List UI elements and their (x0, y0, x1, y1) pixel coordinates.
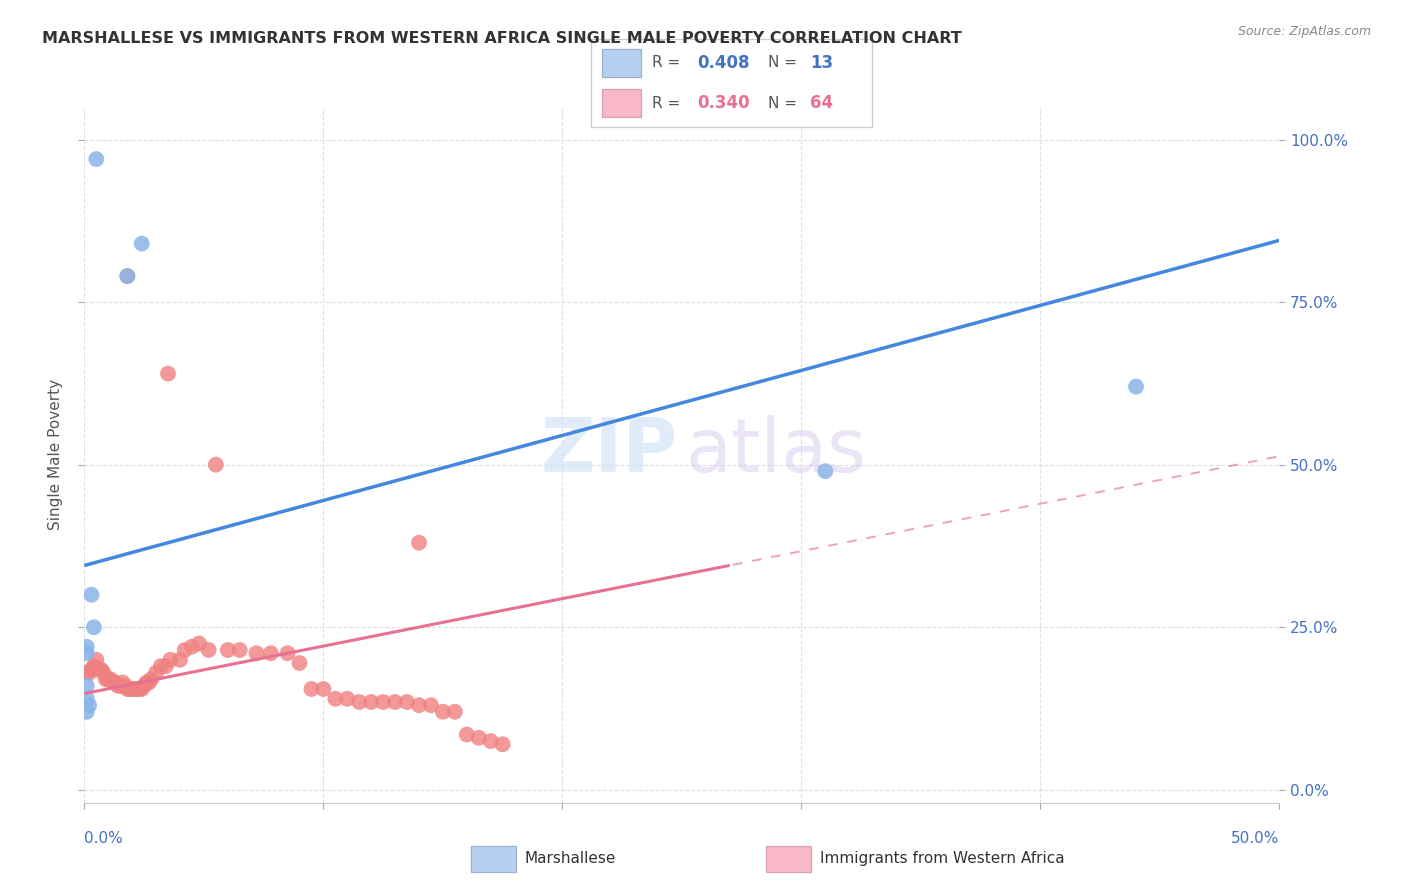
Point (138, 675, 160, 690)
Text: MARSHALLESE VS IMMIGRANTS FROM WESTERN AFRICA SINGLE MALE POVERTY CORRELATION CH: MARSHALLESE VS IMMIGRANTS FROM WESTERN A… (42, 31, 962, 46)
Y-axis label: Single Male Poverty: Single Male Poverty (48, 379, 63, 531)
Text: ZIP: ZIP (541, 415, 678, 488)
Point (83, 620, 105, 634)
Point (145, 665, 167, 680)
Point (111, 675, 134, 690)
Point (131, 236, 153, 251)
Point (77, 698, 100, 713)
Point (125, 681, 148, 696)
Point (396, 695, 419, 709)
Point (155, 659, 177, 673)
Point (97, 672, 120, 686)
Point (159, 653, 181, 667)
Text: 0.0%: 0.0% (84, 831, 124, 846)
Point (131, 681, 153, 696)
Point (101, 675, 124, 690)
Text: R =: R = (652, 55, 681, 70)
Text: 50.0%: 50.0% (1232, 831, 1279, 846)
Point (444, 705, 467, 719)
Point (86, 152, 108, 166)
Text: Marshallese: Marshallese (524, 852, 616, 866)
Point (77, 665, 100, 680)
Point (76, 705, 98, 719)
Point (336, 691, 359, 706)
Point (384, 695, 406, 709)
Point (107, 679, 129, 693)
Point (141, 672, 163, 686)
Text: N =: N = (768, 95, 797, 111)
Point (197, 643, 219, 657)
Point (117, 681, 139, 696)
Point (456, 727, 478, 741)
Point (288, 656, 311, 670)
Point (76, 665, 98, 680)
Text: Immigrants from Western Africa: Immigrants from Western Africa (820, 852, 1064, 866)
Text: 0.340: 0.340 (697, 94, 749, 112)
Point (132, 679, 156, 693)
Point (479, 734, 502, 748)
Point (93, 665, 115, 680)
Point (117, 269, 139, 284)
Point (814, 464, 837, 478)
Point (110, 679, 132, 693)
Point (260, 646, 283, 660)
Point (114, 679, 136, 693)
Point (121, 681, 143, 696)
Text: Source: ZipAtlas.com: Source: ZipAtlas.com (1237, 25, 1371, 38)
Point (169, 653, 191, 667)
Point (118, 681, 141, 696)
Point (149, 659, 172, 673)
Text: 64: 64 (810, 94, 832, 112)
Text: 13: 13 (810, 54, 832, 72)
Point (76, 640, 98, 654)
Point (128, 681, 150, 696)
Point (86, 653, 108, 667)
Point (180, 640, 202, 654)
Text: N =: N = (768, 55, 797, 70)
Point (76, 679, 98, 693)
Point (157, 367, 180, 381)
Text: atlas: atlas (686, 415, 866, 488)
Point (371, 695, 394, 709)
Point (76, 646, 98, 660)
Bar (602, 49, 641, 77)
Point (188, 636, 211, 650)
Point (90, 663, 112, 677)
Point (117, 269, 139, 284)
Point (228, 643, 252, 657)
Point (83, 659, 105, 673)
Point (80, 588, 103, 602)
Point (217, 643, 239, 657)
Point (76, 691, 98, 706)
Point (349, 695, 371, 709)
Point (104, 675, 127, 690)
Point (135, 675, 157, 690)
Point (245, 646, 267, 660)
Point (408, 698, 430, 713)
Bar (602, 89, 641, 117)
Point (408, 535, 430, 549)
Point (277, 646, 299, 660)
Point (173, 643, 195, 657)
Point (205, 458, 228, 472)
Point (492, 737, 515, 751)
Point (467, 731, 491, 745)
Text: 0.408: 0.408 (697, 54, 749, 72)
Point (312, 681, 335, 696)
Point (124, 681, 146, 696)
Point (360, 695, 382, 709)
Point (301, 681, 323, 696)
Point (100, 672, 122, 686)
Point (323, 691, 347, 706)
Point (87, 663, 110, 677)
Point (94, 672, 117, 686)
Text: R =: R = (652, 95, 681, 111)
Point (1125, 379, 1147, 393)
Point (80, 663, 103, 677)
Point (432, 705, 454, 719)
Point (419, 698, 441, 713)
